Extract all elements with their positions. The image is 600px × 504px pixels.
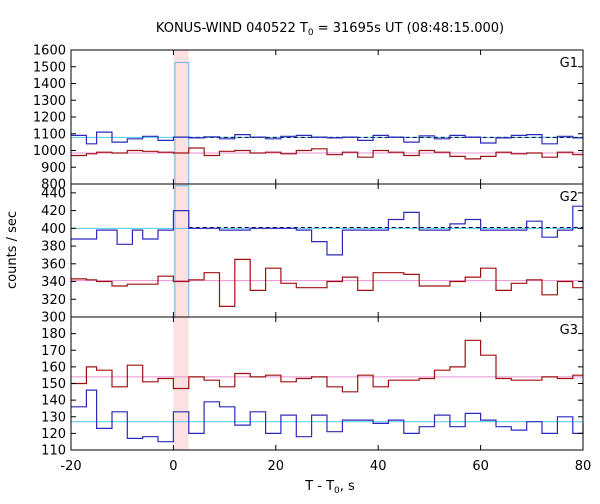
panel-g2-ytick-label: 380 — [41, 240, 66, 255]
panel-g3-ytick-label: 150 — [41, 377, 66, 392]
panel-g1-ytick-label: 900 — [41, 161, 66, 176]
panel-g3-red-series — [71, 339, 583, 393]
chart-title: KONUS-WIND 040522 T0 = 31695s UT (08:48:… — [156, 21, 504, 38]
panel-g1-ytick-label: 1400 — [33, 77, 66, 92]
panel-g2-red-series — [71, 258, 583, 307]
xtick-label: 60 — [472, 459, 489, 474]
tick-layer: 8009001000110012001300140015001600G13003… — [33, 44, 591, 475]
panel-g3-ytick-label: 110 — [41, 444, 66, 459]
panel-g2-label: G2 — [560, 190, 578, 205]
panel-g1-ytick-label: 1600 — [33, 44, 66, 59]
xtick-label: 20 — [268, 459, 285, 474]
panel-g3-ytick-label: 180 — [41, 327, 66, 342]
xtick-label: 80 — [575, 459, 592, 474]
panel-g1-ytick-label: 1100 — [33, 127, 66, 142]
panel-g3-label: G3 — [560, 323, 578, 338]
panel-g3-ytick-label: 130 — [41, 410, 66, 425]
series-layer — [71, 131, 584, 443]
panel-g3-blue-series — [71, 389, 584, 443]
panel-g2-blue-series — [71, 205, 583, 256]
xtick-label: 0 — [169, 459, 177, 474]
highlight-band — [173, 50, 189, 450]
panel-g1-blue-series — [71, 131, 583, 145]
panel-g1-ytick-label: 1200 — [33, 111, 66, 126]
panel-g2-ytick-label: 340 — [41, 275, 66, 290]
panel-g2-ytick-label: 320 — [41, 293, 66, 308]
panel-g1-ytick-label: 1500 — [33, 60, 66, 75]
x-axis-label: T - T0, s — [304, 479, 355, 496]
panel-g3-ytick-label: 140 — [41, 394, 66, 409]
panel-g2-ytick-label: 420 — [41, 204, 66, 219]
y-axis-label: counts / sec — [5, 211, 20, 289]
panel-g1-ytick-label: 1300 — [33, 94, 66, 109]
panel-g1-red-series — [71, 147, 583, 160]
panel-g1-ytick-label: 1000 — [33, 144, 66, 159]
panel-g1-frame — [70, 49, 584, 185]
panel-g3-ytick-label: 170 — [41, 344, 66, 359]
panel-g2-ytick-label: 360 — [41, 257, 66, 272]
highlight-band-layer — [173, 50, 189, 450]
panel-g3-ytick-label: 120 — [41, 427, 66, 442]
panel-g1-label: G1 — [560, 56, 578, 71]
panel-g2-ytick-label: 400 — [41, 222, 66, 237]
xtick-label: -20 — [60, 459, 81, 474]
panel-g2-ytick-label: 300 — [41, 311, 66, 326]
panel-g1-ytick-label: 800 — [41, 178, 66, 193]
panel-g3-ytick-label: 160 — [41, 360, 66, 375]
panel-g2-ytick-label: 440 — [41, 186, 66, 201]
xtick-label: 40 — [370, 459, 387, 474]
